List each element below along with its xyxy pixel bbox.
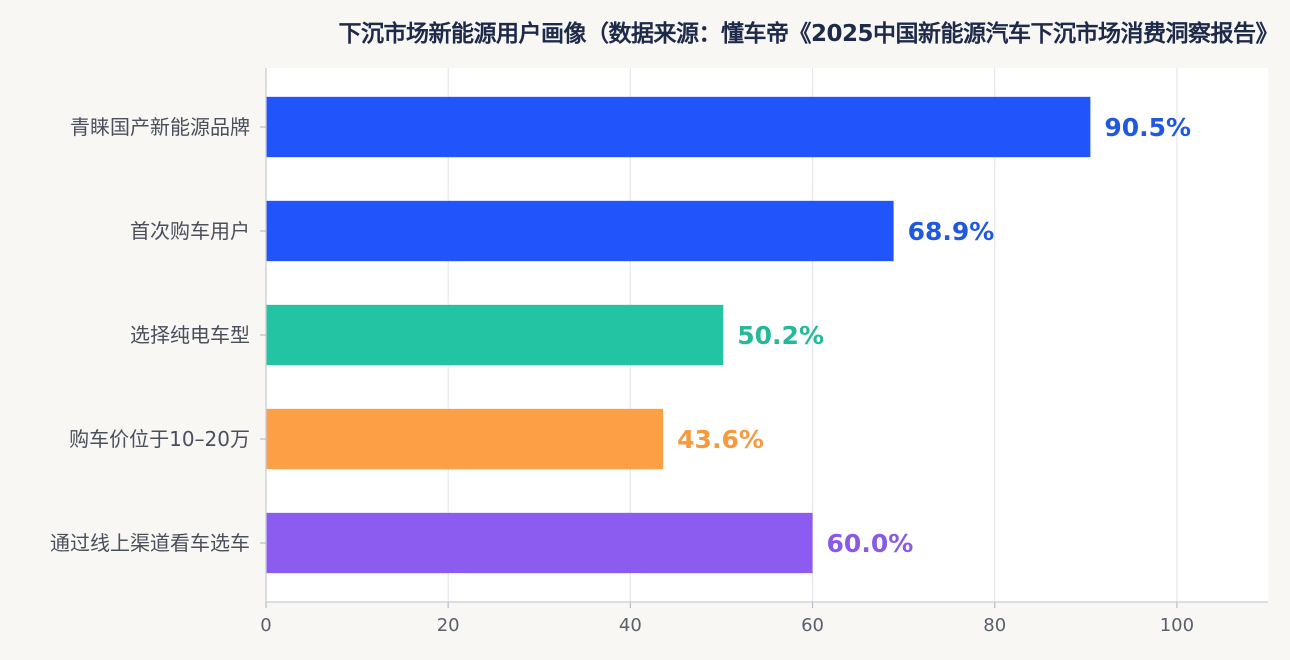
chart-title: 下沉市场新能源用户画像（数据来源：懂车帝《2025中国新能源汽车下沉市场消费洞察… xyxy=(338,21,1278,47)
labels: 0 20 40 60 80 100 青睐国产新能源品牌 90.5% 首次购车用户 68.9% 选择纯… xyxy=(50,113,1194,636)
x-tick-label: 20 xyxy=(437,615,460,636)
value-label: 43.6% xyxy=(677,425,764,454)
x-tick-label: 100 xyxy=(1160,615,1194,636)
bar xyxy=(266,200,894,262)
bar xyxy=(266,512,813,574)
value-label: 90.5% xyxy=(1104,113,1191,142)
x-tick-label: 40 xyxy=(619,615,642,636)
bars xyxy=(266,96,1091,574)
axes xyxy=(260,68,1268,608)
value-label: 60.0% xyxy=(827,529,914,558)
category-label: 通过线上渠道看车选车 xyxy=(50,531,250,555)
bar xyxy=(266,96,1091,158)
value-label: 68.9% xyxy=(908,217,995,246)
category-label: 购车价位于10–20万 xyxy=(69,427,250,451)
bar xyxy=(266,408,664,470)
x-tick-label: 60 xyxy=(801,615,824,636)
category-label: 首次购车用户 xyxy=(130,219,250,243)
x-tick-label: 0 xyxy=(260,615,271,636)
value-label: 50.2% xyxy=(737,321,824,350)
category-label: 选择纯电车型 xyxy=(130,323,250,347)
category-label: 青睐国产新能源品牌 xyxy=(70,115,250,139)
x-tick-label: 80 xyxy=(983,615,1006,636)
bar xyxy=(266,304,724,366)
